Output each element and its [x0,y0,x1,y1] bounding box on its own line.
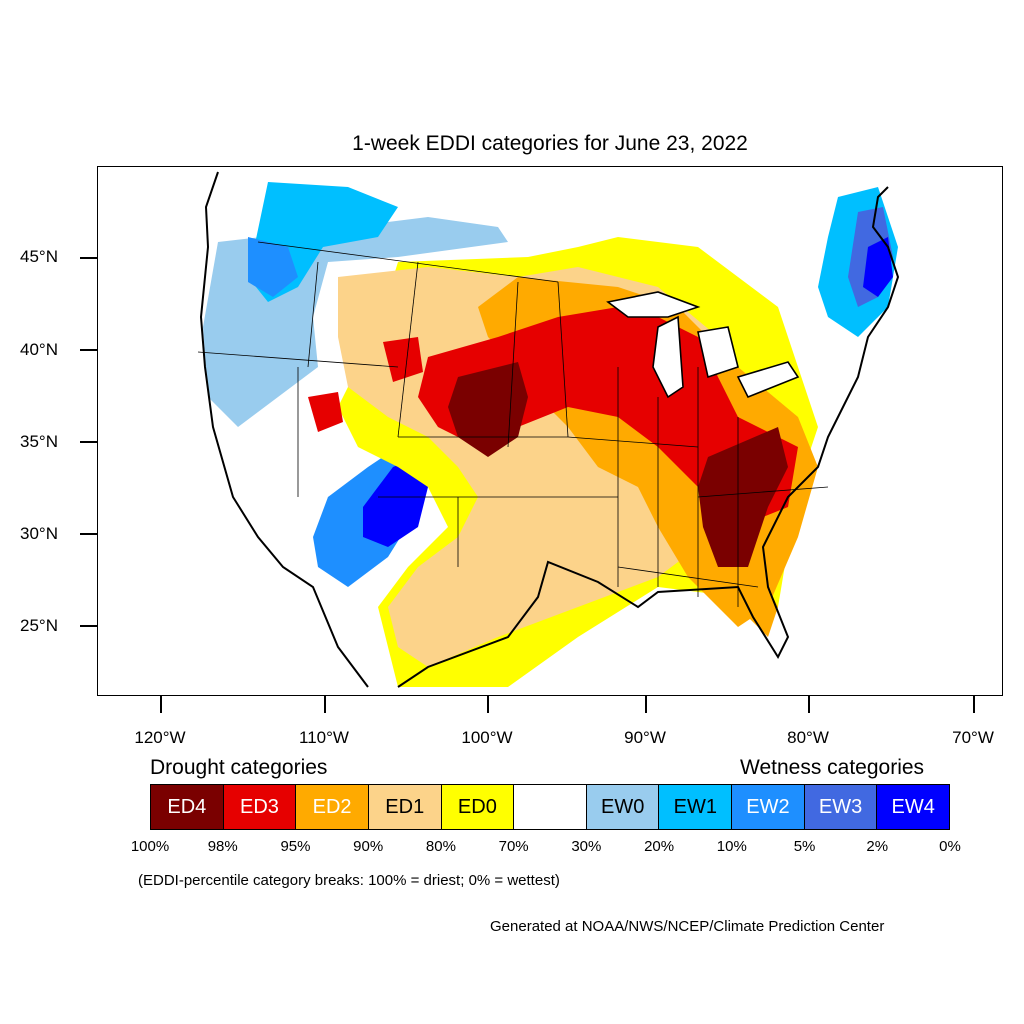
lat-tick [80,625,97,627]
lon-label-80: 80°W [787,728,829,747]
wet-sw-ew4 [363,457,428,547]
lat-label-40: 40°N [20,340,58,359]
legend-break-label: 0% [939,838,961,855]
lat-tick [80,533,97,535]
legend-swatch-ew3: EW3 [804,785,878,829]
category-note: (EDDI-percentile category breaks: 100% =… [138,872,560,889]
lon-tick [808,696,810,713]
legend-swatch-ed3: ED3 [223,785,297,829]
drought-ed4-se [698,427,788,567]
eddi-map [97,166,1003,696]
drought-ed3-dakota [383,337,423,382]
lat-label-45: 45°N [20,247,58,266]
lon-label-70: 70°W [952,728,994,747]
legend-break-label: 90% [353,838,384,855]
legend-swatch-ew2: EW2 [732,785,805,829]
eddi-map-svg [197,171,900,688]
legend-break-label: 80% [425,838,456,855]
legend-break-label: 95% [280,838,311,855]
map-title: 1-week EDDI categories for June 23, 2022 [352,132,748,155]
lon-label-100: 100°W [461,728,513,747]
legend-break-label: 2% [866,838,889,855]
lon-label-110: 110°W [299,728,349,747]
lat-label-25: 25°N [20,616,58,635]
lon-tick [645,696,647,713]
lat-tick [80,257,97,259]
lon-tick [324,696,326,713]
coastline [199,171,900,688]
lon-tick [160,696,162,713]
legend-swatch-ew4: EW4 [877,785,950,829]
wet-nw-ew2 [248,237,298,297]
legend-break-label: 98% [207,838,238,855]
wet-ne-ew4 [863,237,893,297]
legend-swatch-ed4: ED4 [151,785,224,829]
legend-break-label: 5% [793,838,816,855]
legend-swatch-ew1: EW1 [659,785,733,829]
lat-label-35: 35°N [20,432,58,451]
lat-label-30: 30°N [20,524,58,543]
legend-swatch-ed0: ED0 [441,785,515,829]
drought-heading: Drought categories [150,756,328,779]
state-boundaries [197,241,829,607]
drought-ed3-west [308,392,343,432]
legend-break-label: 100% [130,838,170,855]
lat-tick [80,441,97,443]
legend-break-label: 30% [571,838,602,855]
lat-tick [80,349,97,351]
legend-swatch-ew0: EW0 [586,785,660,829]
legend-break-label: 20% [644,838,675,855]
legend-swatch-ed2: ED2 [296,785,369,829]
credit-text: Generated at NOAA/NWS/NCEP/Climate Predi… [490,918,885,935]
lon-label-120: 120°W [134,728,186,747]
legend-break-label: 70% [498,838,529,855]
great-lakes [606,291,800,399]
legend-break-label: 10% [716,838,747,855]
legend-swatch-neutral [514,785,587,829]
lon-tick [973,696,975,713]
legend-colorbar: ED4 ED3 ED2 ED1 ED0 EW0 EW1 EW2 EW3 EW4 [150,784,950,830]
lon-tick [487,696,489,713]
drought-ed4 [448,362,528,457]
lon-label-90: 90°W [624,728,666,747]
wetness-heading: Wetness categories [740,756,925,779]
legend-swatch-ed1: ED1 [368,785,442,829]
